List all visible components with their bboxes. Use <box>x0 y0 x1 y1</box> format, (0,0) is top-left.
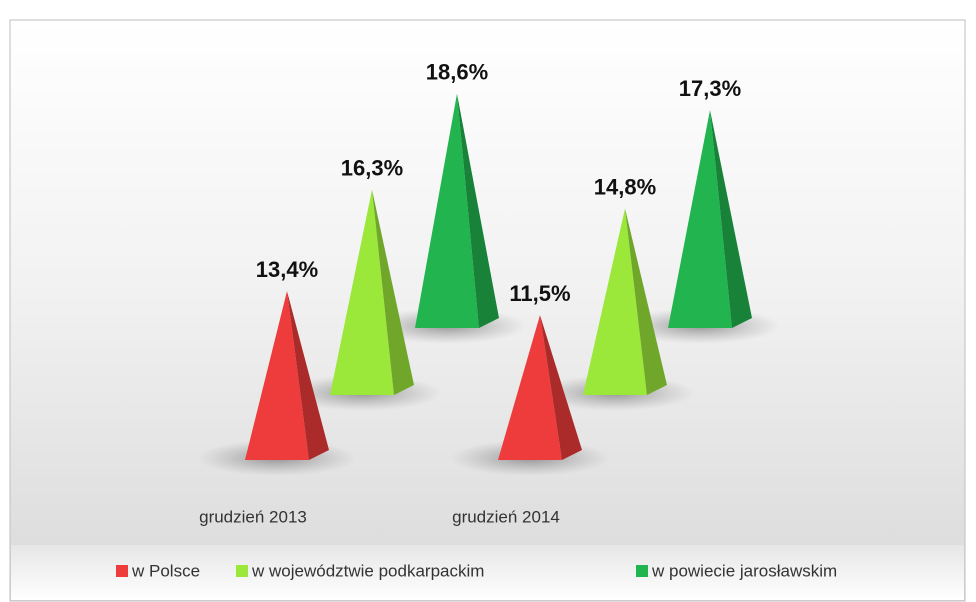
legend-label: w Polsce <box>131 561 200 580</box>
pyramid-side <box>710 110 752 329</box>
legend-label: w powiecie jarosławskim <box>651 561 837 580</box>
pyramid <box>498 315 582 460</box>
data-label: 18,6% <box>426 59 488 84</box>
x-tick-label: grudzień 2014 <box>452 507 560 526</box>
data-label: 14,8% <box>594 174 656 199</box>
data-label: 17,3% <box>679 76 741 101</box>
data-label: 13,4% <box>256 257 318 282</box>
pyramid-front <box>583 208 647 395</box>
legend-band <box>11 545 964 600</box>
pyramid <box>415 93 499 328</box>
pyramid-side <box>625 208 667 395</box>
pyramid-front <box>415 93 479 328</box>
pyramid <box>668 110 752 329</box>
pyramid-front <box>668 110 732 329</box>
pyramid-side <box>540 315 582 460</box>
pyramid-front <box>330 189 394 395</box>
pyramid-front <box>498 315 562 460</box>
legend-label: w województwie podkarpackim <box>251 561 484 580</box>
legend-swatch <box>236 565 248 577</box>
data-label: 11,5% <box>509 281 570 306</box>
data-label: 16,3% <box>341 155 403 180</box>
x-tick-label: grudzień 2013 <box>199 507 307 526</box>
pyramid-side <box>457 93 499 328</box>
pyramid-side <box>287 291 329 460</box>
pyramid-side <box>372 189 414 395</box>
legend-swatch <box>636 565 648 577</box>
pyramid <box>245 291 329 460</box>
pyramid <box>330 189 414 395</box>
pyramid <box>583 208 667 395</box>
legend-swatch <box>116 565 128 577</box>
pyramid-front <box>245 291 309 460</box>
